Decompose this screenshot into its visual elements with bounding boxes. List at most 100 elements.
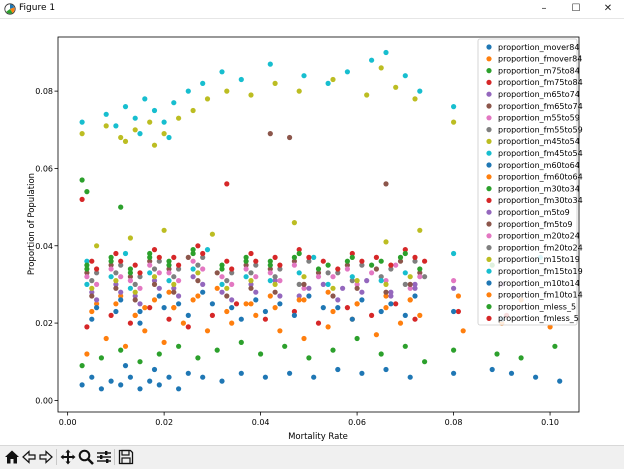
scatter-point (402, 312, 408, 318)
scatter-point (508, 370, 515, 376)
scatter-point (219, 274, 225, 280)
scatter-point (388, 289, 394, 295)
scatter-point (378, 351, 384, 357)
scatter-point (161, 131, 167, 137)
legend-label: proportion_m30to34 (498, 184, 580, 193)
matplotlib-app-icon (4, 3, 16, 15)
scatter-point (296, 297, 302, 303)
scatter-point (378, 308, 384, 315)
home-button[interactable] (3, 448, 21, 466)
scatter-point (267, 278, 273, 284)
x-axis-ticks: 0.00 0.02 0.04 0.06 0.08 0.10 (59, 412, 559, 427)
scatter-point (200, 250, 206, 257)
minimize-button[interactable]: – (541, 3, 547, 14)
scatter-point (151, 281, 158, 287)
scatter-point (127, 278, 133, 284)
figure-canvas[interactable]: 0.00 0.02 0.04 0.06 0.08 0.10 0.00 0.02 0.04 0.0… (0, 19, 624, 445)
legend-label: proportion_fm60to64 (498, 173, 583, 182)
scatter-point (422, 258, 428, 264)
scatter-point (200, 266, 206, 272)
scatter-point (224, 278, 230, 284)
pan-icon (60, 449, 76, 465)
pan-button[interactable] (59, 448, 77, 466)
legend-marker (486, 44, 492, 50)
zoom-button[interactable] (77, 448, 95, 466)
scatter-point (166, 278, 172, 284)
scatter-point (84, 189, 90, 195)
close-button[interactable]: ✕ (603, 3, 613, 14)
scatter-point (132, 297, 138, 303)
legend-marker (486, 68, 492, 74)
scatter-point (195, 243, 201, 249)
scatter-point (373, 266, 379, 272)
scatter-point (359, 262, 365, 268)
scatter-point (161, 339, 167, 345)
scatter-point (142, 305, 148, 311)
scatter-point (156, 254, 162, 260)
legend-label: proportion_m20to24 (498, 232, 580, 241)
scatter-point (253, 258, 259, 264)
legend-label: proportion_fm15to19 (498, 267, 583, 276)
scatter-point (253, 297, 259, 303)
back-arrow-icon (22, 450, 36, 464)
legend-marker (486, 315, 492, 321)
scatter-point (412, 285, 418, 291)
scatter-point (127, 374, 133, 380)
scatter-point (118, 293, 124, 299)
scatter-point (190, 247, 196, 253)
scatter-point (113, 250, 119, 257)
scatter-point (412, 316, 418, 322)
scatter-point (417, 227, 423, 233)
forward-arrow-icon (39, 450, 53, 464)
scatter-point (359, 258, 365, 264)
scatter-point (176, 262, 182, 268)
scatter-point (190, 266, 196, 272)
scatter-point (325, 289, 331, 295)
scatter-point (171, 289, 177, 295)
scatter-point (291, 220, 297, 226)
scatter-point (147, 270, 153, 276)
scatter-point (344, 266, 350, 272)
scatter-point (402, 270, 408, 276)
scatter-point (243, 254, 249, 260)
configure-subplots-button[interactable] (95, 448, 113, 466)
scatter-point (147, 305, 153, 311)
scatter-point (127, 320, 133, 326)
back-button[interactable] (20, 448, 38, 466)
scatter-point (388, 266, 394, 272)
scatter-point (344, 258, 350, 264)
scatter-point (204, 328, 211, 334)
scatter-point (301, 285, 307, 291)
maximize-button[interactable]: ☐ (571, 3, 581, 14)
scatter-point (209, 231, 215, 237)
zoom-icon (78, 449, 94, 465)
save-button[interactable] (117, 448, 135, 466)
scatter-point (161, 305, 167, 311)
scatter-point (118, 289, 124, 295)
scatter-point (315, 270, 322, 276)
scatter-point (253, 274, 259, 280)
y-tick-label: 0.00 (35, 396, 53, 405)
scatter-point (137, 308, 143, 315)
scatter-point (383, 239, 389, 245)
scatter-point (287, 134, 293, 141)
scatter-point (113, 270, 119, 276)
scatter-point (388, 293, 394, 299)
forward-button[interactable] (37, 448, 55, 466)
legend-label: proportion_fm5to9 (498, 220, 573, 229)
scatter-point (176, 386, 182, 392)
scatter-point (422, 359, 428, 365)
scatter-point (393, 84, 399, 90)
scatter-point (219, 281, 225, 287)
scatter-point (233, 301, 240, 307)
scatter-point (349, 250, 355, 257)
scatter-point (277, 262, 283, 268)
scatter-point (171, 254, 177, 260)
legend-label: proportion_fm45to54 (498, 149, 583, 158)
scatter-point (267, 266, 273, 272)
home-icon (5, 450, 19, 464)
scatter-point (214, 347, 220, 353)
scatter-point (296, 270, 302, 276)
scatter-point (156, 382, 162, 388)
scatter-point (171, 274, 177, 280)
